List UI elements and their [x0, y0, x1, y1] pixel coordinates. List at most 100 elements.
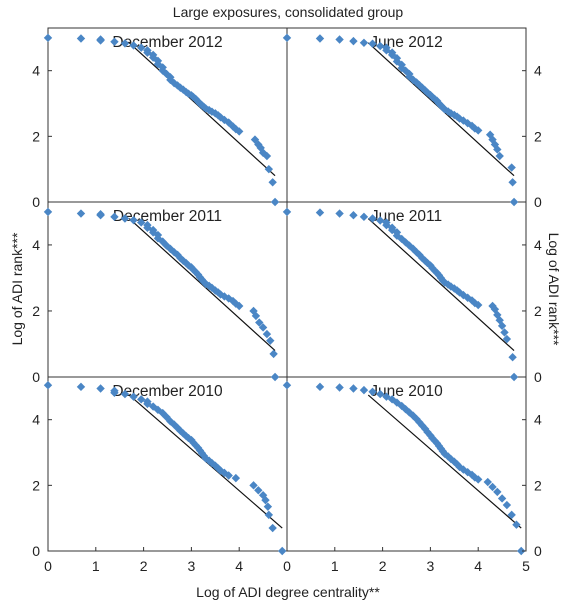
y-tick-label: 2	[32, 477, 40, 493]
data-point	[493, 145, 502, 154]
x-tick-label: 5	[522, 558, 530, 574]
data-point	[137, 43, 146, 52]
data-point	[368, 214, 377, 223]
data-point	[509, 197, 519, 207]
data-point	[235, 301, 244, 311]
data-point	[43, 207, 53, 217]
data-point	[368, 39, 377, 48]
data-point	[255, 318, 264, 327]
data-point	[137, 218, 146, 227]
x-axis-label: Log of ADI degree centrality**	[196, 584, 380, 600]
y-tick-label: 0	[534, 543, 542, 559]
data-point	[204, 281, 214, 291]
data-point	[76, 34, 86, 43]
data-point	[315, 34, 325, 43]
data-point	[148, 53, 158, 62]
data-point	[262, 329, 272, 339]
x-tick-label: 4	[235, 558, 243, 574]
data-point	[249, 481, 258, 490]
y-tick-label: 2	[32, 128, 40, 144]
y-tick-label: 0	[32, 369, 40, 385]
data-point	[474, 126, 483, 135]
data-point	[224, 471, 233, 480]
y-tick-label: 4	[32, 63, 40, 79]
data-point	[270, 372, 280, 382]
data-point	[254, 486, 263, 495]
data-point	[264, 510, 274, 520]
data-point	[110, 388, 119, 397]
fit-line	[367, 394, 522, 529]
panel-4: June 2011	[282, 207, 519, 382]
data-point	[517, 546, 526, 556]
data-point	[376, 389, 385, 399]
data-point	[507, 163, 516, 172]
data-point	[282, 207, 292, 217]
data-point	[488, 482, 497, 492]
data-point	[263, 502, 273, 511]
data-point	[258, 323, 268, 332]
data-point	[195, 446, 205, 455]
data-point	[359, 385, 369, 395]
data-point	[500, 328, 509, 337]
data-point	[181, 431, 191, 441]
data-point	[278, 546, 287, 556]
data-point	[349, 211, 358, 220]
data-point	[335, 383, 344, 392]
data-point	[129, 215, 138, 225]
y-axis-label-left: Log of ADI rank***	[9, 232, 25, 345]
data-point	[96, 384, 105, 393]
data-point	[120, 389, 130, 399]
panel-3: December 2011	[43, 207, 280, 382]
data-point	[43, 381, 53, 390]
data-point	[120, 39, 130, 48]
data-point	[359, 38, 369, 47]
data-point	[493, 487, 502, 497]
x-tick-label: 2	[379, 558, 387, 574]
panel-title: December 2011	[113, 208, 222, 225]
data-point	[495, 151, 504, 161]
y-tick-label: 4	[32, 237, 40, 253]
data-point	[173, 81, 182, 90]
data-point	[231, 124, 241, 134]
data-point	[76, 209, 86, 218]
data-point	[459, 116, 468, 125]
data-point	[497, 494, 507, 503]
data-point	[376, 216, 385, 225]
data-point	[261, 495, 270, 505]
data-point	[153, 59, 163, 69]
panel-1: December 2012	[43, 33, 280, 207]
y-tick-label: 4	[534, 237, 542, 253]
fit-line	[128, 218, 276, 352]
data-point	[502, 334, 512, 344]
axes: 0 2 4 0 2 4 0 2 4 0 2 4 0 2 4 0 1 2 3 4 0 2 4 0 1 2 3 4 5	[32, 63, 542, 574]
data-point	[266, 336, 275, 345]
data-point	[110, 37, 119, 46]
data-point	[376, 41, 385, 51]
data-point	[474, 300, 483, 310]
data-point	[235, 127, 244, 136]
data-point	[497, 321, 507, 331]
data-point	[509, 372, 519, 382]
x-tick-label: 1	[92, 558, 100, 574]
panel-title: December 2012	[112, 34, 222, 51]
data-point	[508, 178, 517, 187]
y-tick-label: 0	[534, 194, 542, 210]
data-point	[262, 151, 272, 161]
data-point	[269, 349, 278, 359]
data-point	[268, 178, 277, 187]
data-point	[508, 352, 517, 362]
data-point	[158, 66, 167, 75]
data-point	[129, 41, 138, 50]
y-tick-label: 2	[534, 477, 542, 493]
fit-line	[367, 218, 515, 352]
data-point	[191, 94, 200, 104]
x-tick-label: 4	[474, 558, 482, 574]
panel-5: December 2010	[43, 381, 287, 556]
data-point	[315, 208, 325, 217]
data-point	[129, 392, 138, 401]
data-point	[474, 475, 483, 484]
data-point	[270, 197, 280, 207]
data-point	[282, 381, 292, 390]
data-point	[96, 36, 105, 45]
chart-title: Large exposures, consolidated group	[173, 4, 404, 20]
